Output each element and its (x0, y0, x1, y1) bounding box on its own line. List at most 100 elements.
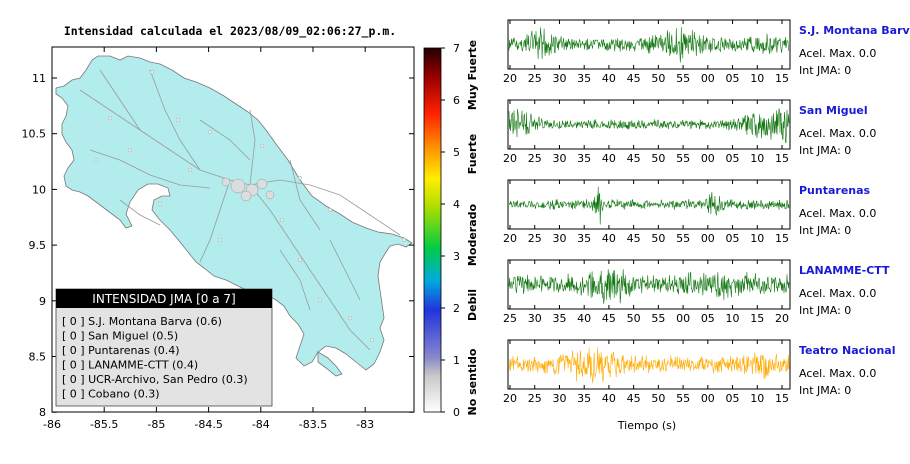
station-name: San Miguel (799, 104, 868, 117)
waveform-tick-label: 40 (602, 72, 616, 85)
station-acel-max: Acel. Max. 0.0 (799, 207, 876, 220)
waveform-tick-label: 15 (775, 72, 789, 85)
legend-header: INTENSIDAD JMA [0 a 7] (92, 292, 235, 306)
colorbar-tick-label: 6 (453, 94, 460, 107)
colorbar-tick-label: 7 (453, 42, 460, 55)
colorbar-tick-label: 4 (453, 198, 460, 211)
urban-cluster (221, 177, 275, 202)
legend-item: [ 0 ] San Miguel (0.5) (62, 330, 178, 343)
waveform-trace (508, 27, 790, 63)
station-acel-max: Acel. Max. 0.0 (799, 367, 876, 380)
map-y-ticks: 11 10.5 10 9.5 9 8.5 8 (22, 72, 414, 419)
colorbar-tick-label: 1 (453, 354, 460, 367)
waveform-tick-label: 35 (577, 232, 591, 245)
station-name: Puntarenas (799, 184, 871, 197)
station-panel: 20 25 30 35 40 45 50 55 00 05 10 15 San Miguel Acel. … (503, 99, 876, 165)
waveform-tick-label: 20 (775, 312, 789, 325)
legend-item: [ 0 ] UCR-Archivo, San Pedro (0.3) (62, 373, 248, 386)
station-acel-max: Acel. Max. 0.0 (799, 127, 876, 140)
colorbar-level-label: Fuerte (466, 134, 479, 174)
waveform-tick-label: 35 (577, 152, 591, 165)
waveform-tick-label: 15 (775, 152, 789, 165)
map-y-tick-label: 8.5 (29, 351, 47, 364)
waveform-tick-label: 55 (676, 152, 690, 165)
map-y-tick-label: 10.5 (22, 128, 47, 141)
waveform-tick-label: 50 (651, 152, 665, 165)
waveform-trace (508, 269, 790, 304)
colorbar-tick-label: 5 (453, 146, 460, 159)
waveform-tick-label: 05 (701, 312, 715, 325)
map-x-tick-label: -83 (356, 418, 374, 431)
legend-items: [ 0 ] S.J. Montana Barva (0.6) [ 0 ] San … (62, 315, 248, 401)
waveform-tick-label: 55 (676, 72, 690, 85)
map-y-tick-label: 11 (32, 72, 46, 85)
colorbar-tick-label: 0 (453, 406, 460, 419)
waveform-tick-label: 30 (552, 152, 566, 165)
colorbar-level-label: No sentido (466, 348, 479, 415)
waveform-tick-label: 10 (726, 312, 740, 325)
map-x-tick-label: -85.5 (90, 418, 118, 431)
colorbar-level-label: Debil (466, 289, 479, 321)
time-axis-label: Tiempo (s) (617, 419, 676, 432)
waveform-tick-label: 55 (676, 392, 690, 405)
waveform-tick-label: 10 (750, 72, 764, 85)
waveform-tick-label: 50 (651, 232, 665, 245)
waveform-tick-label: 00 (701, 152, 715, 165)
osa-peninsula (317, 351, 343, 377)
map-y-tick-label: 9 (39, 295, 46, 308)
intensity-legend: INTENSIDAD JMA [0 a 7] [ 0 ] S.J. Montan… (55, 288, 273, 407)
waveform-tick-label: 40 (602, 152, 616, 165)
waveform-tick-label: 45 (627, 72, 641, 85)
colorbar-ticks: 7 6 5 4 3 2 1 0 (441, 42, 460, 419)
waveform-tick-label: 05 (726, 232, 740, 245)
station-int-jma: Int JMA: 0 (799, 64, 851, 77)
colorbar-level-label: Muy Fuerte (466, 40, 479, 110)
station-int-jma: Int JMA: 0 (799, 144, 851, 157)
waveform-tick-label: 25 (528, 392, 542, 405)
colorbar-gradient (423, 47, 442, 413)
waveform-tick-label: 00 (701, 72, 715, 85)
waveform-tick-label: 35 (577, 392, 591, 405)
waveform-tick-label: 15 (775, 392, 789, 405)
map-y-tick-label: 10 (32, 183, 46, 196)
map-x-ticks: -86 -85.5 -85 -84.5 -84 -83.5 -83 (43, 47, 374, 431)
station-panel: 20 25 30 35 40 45 50 55 00 05 10 15 Teatro Nacional A… (503, 339, 896, 405)
waveform-tick-label: 40 (602, 392, 616, 405)
waveform-tick-label: 25 (528, 72, 542, 85)
waveform-tick-label: 50 (627, 312, 641, 325)
legend-item: [ 0 ] LANAMME-CTT (0.4) (62, 359, 198, 372)
waveform-tick-label: 45 (627, 152, 641, 165)
waveform-tick-label: 15 (775, 232, 789, 245)
waveform-tick-label: 05 (726, 72, 740, 85)
seismogram-panels: 20 25 30 35 40 45 50 55 00 05 10 15 S.J. Montana Bar… (503, 19, 910, 405)
waveform-tick-label: 25 (503, 312, 517, 325)
map-y-tick-label: 8 (39, 406, 46, 419)
station-acel-max: Acel. Max. 0.0 (799, 287, 876, 300)
waveform-tick-label: 55 (676, 232, 690, 245)
waveform-tick-label: 05 (726, 392, 740, 405)
waveform-trace (508, 347, 790, 384)
waveform-tick-label: 30 (528, 312, 542, 325)
waveform-tick-label: 30 (552, 392, 566, 405)
waveform-tick-label: 40 (577, 312, 591, 325)
station-name: LANAMME-CTT (799, 264, 890, 277)
legend-item: [ 0 ] Puntarenas (0.4) (62, 344, 180, 357)
waveform-tick-label: 05 (726, 152, 740, 165)
station-acel-max: Acel. Max. 0.0 (799, 47, 876, 60)
map-x-tick-label: -86 (43, 418, 61, 431)
map-title: Intensidad calculada el 2023/08/09_02:06… (64, 24, 396, 39)
waveform-tick-label: 25 (528, 232, 542, 245)
legend-item: [ 0 ] S.J. Montana Barva (0.6) (62, 315, 222, 328)
waveform-tick-label: 00 (676, 312, 690, 325)
waveform-tick-label: 45 (602, 312, 616, 325)
map-x-tick-label: -84.5 (194, 418, 222, 431)
station-int-jma: Int JMA: 0 (799, 304, 851, 317)
legend-box (55, 288, 273, 407)
waveform-tick-label: 10 (750, 392, 764, 405)
waveform-tick-label: 15 (750, 312, 764, 325)
waveform-tick-label: 30 (552, 72, 566, 85)
station-name: Teatro Nacional (799, 344, 896, 357)
station-int-jma: Int JMA: 0 (799, 224, 851, 237)
